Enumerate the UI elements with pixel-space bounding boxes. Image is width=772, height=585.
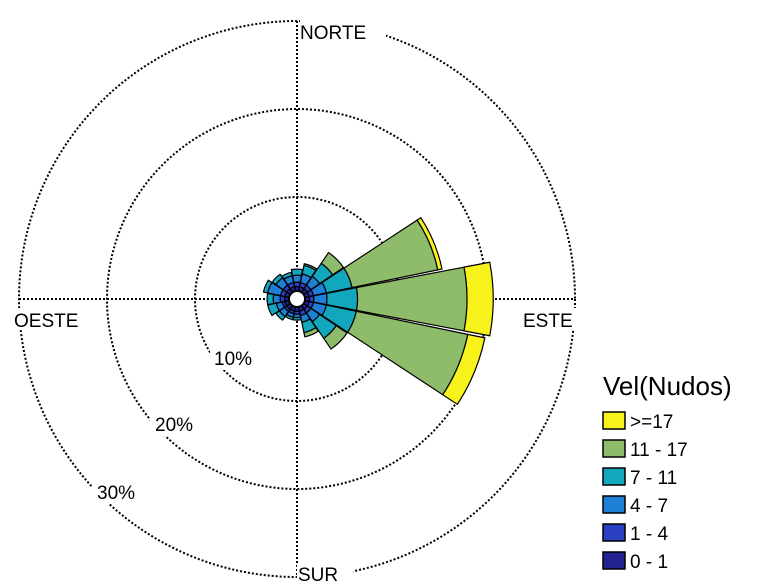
- ring-label-10: 10%: [214, 349, 252, 370]
- ring-label-30: 30%: [97, 483, 135, 504]
- legend: Vel(Nudos) >=17 11 - 17 7 - 11 4 - 7 1 - 4 0 …: [602, 371, 732, 573]
- label-backdrop: [92, 478, 156, 504]
- petal-e--17: [463, 261, 494, 337]
- legend-swatch: [602, 523, 626, 542]
- legend-swatch: [602, 495, 626, 514]
- legend-label: 0 - 1: [630, 552, 668, 573]
- label-backdrop: [12, 308, 104, 330]
- calm-center: [288, 290, 306, 308]
- legend-swatch: [602, 467, 626, 486]
- legend-label: 11 - 17: [630, 440, 688, 461]
- label-backdrop: [297, 564, 353, 585]
- direction-label-south: SUR: [298, 565, 338, 585]
- polar-grid: [12, 20, 581, 585]
- direction-label-east: ESTE: [523, 311, 573, 332]
- direction-label-west: OESTE: [14, 311, 78, 332]
- chart-labels: NORTE ESTE SUR OESTE 10% 20% 30%: [14, 23, 573, 585]
- legend-label: 7 - 11: [630, 468, 677, 489]
- ring-label-20: 20%: [155, 415, 193, 436]
- label-backdrop: [150, 410, 214, 436]
- wind-petals: [262, 216, 494, 406]
- legend-label: 1 - 4: [630, 524, 668, 545]
- label-backdrop: [521, 308, 581, 330]
- legend-swatch: [602, 439, 626, 458]
- direction-label-north: NORTE: [300, 23, 366, 44]
- legend-title: Vel(Nudos): [603, 371, 732, 401]
- legend-swatch: [602, 551, 626, 570]
- legend-label: >=17: [630, 412, 673, 433]
- label-backdrop: [210, 344, 270, 370]
- label-backdrop: [300, 20, 386, 42]
- legend-label: 4 - 7: [630, 496, 668, 517]
- legend-swatch: [602, 411, 626, 430]
